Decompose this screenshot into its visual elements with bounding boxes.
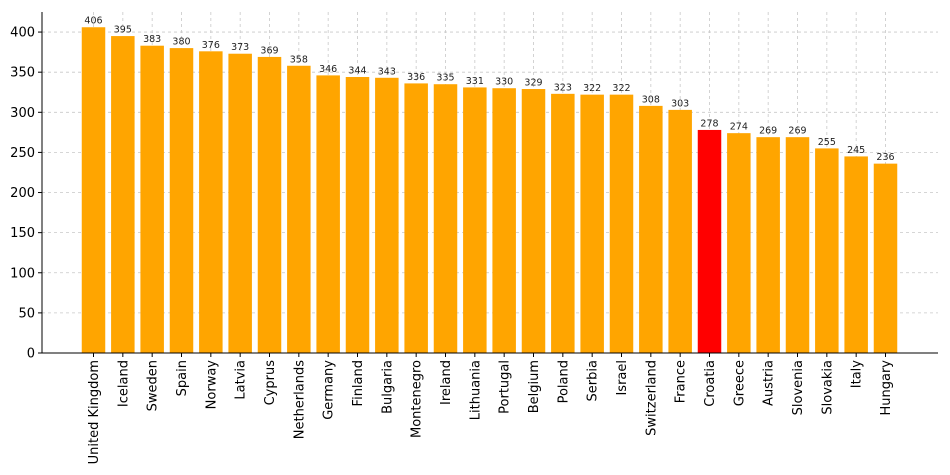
bars [81, 27, 898, 354]
data-label: 303 [671, 98, 689, 109]
x-tick-label: Greece [732, 360, 747, 406]
y-tick-label: 100 [10, 266, 35, 281]
data-label: 255 [818, 137, 836, 148]
x-tick-label: Hungary [879, 360, 894, 416]
data-label: 344 [348, 65, 366, 76]
bar-finland [345, 76, 370, 353]
data-label: 406 [84, 16, 102, 27]
data-label: 269 [788, 126, 806, 137]
x-tick-label: Switzerland [644, 360, 659, 436]
data-label: 336 [407, 72, 425, 83]
x-tick-label: Belgium [527, 360, 542, 413]
data-label: 322 [583, 83, 601, 94]
x-tick-label: Spain [175, 360, 190, 396]
bar-switzerland [639, 105, 663, 353]
data-label: 376 [202, 40, 220, 51]
data-label: 329 [524, 78, 542, 89]
x-tick-label: France [674, 360, 689, 403]
data-label: 358 [290, 54, 308, 65]
x-tick-label: Croatia [703, 360, 718, 407]
bar-bulgaria [375, 77, 399, 353]
bar-sweden [140, 45, 164, 353]
bar-united-kingdom [81, 27, 106, 354]
bar-poland [551, 93, 575, 353]
bar-france [668, 109, 692, 354]
y-tick-labels: 0 50 100 150 200 250 300 350 400 [10, 26, 42, 362]
x-tick-label: Finland [351, 360, 366, 406]
bar-cyprus [257, 56, 282, 354]
bar-slovenia [785, 137, 810, 353]
data-label: 380 [172, 37, 190, 48]
x-tick-labels: United Kingdom Iceland Sweden Spain Norway La… [87, 353, 894, 464]
x-tick-label: Bulgaria [380, 360, 395, 414]
bar-netherlands [287, 65, 311, 354]
bar-austria [756, 137, 780, 353]
bar-israel [609, 94, 634, 354]
bar-norway [199, 51, 223, 353]
data-label: 269 [759, 126, 777, 137]
y-tick-label: 300 [10, 106, 35, 121]
bar-greece [727, 133, 751, 353]
data-label: 331 [466, 76, 484, 87]
bar-italy [844, 156, 868, 353]
x-tick-label: Austria [762, 360, 777, 406]
x-tick-label: Lithuania [468, 360, 483, 420]
x-tick-label: Norway [204, 360, 219, 410]
bar-montenegro [404, 83, 428, 353]
y-tick-label: 200 [10, 186, 35, 201]
x-tick-label: Netherlands [292, 360, 307, 439]
axes [41, 12, 938, 354]
data-label: 245 [847, 145, 865, 156]
bar-lithuania [463, 87, 487, 353]
x-tick-label: Iceland [116, 360, 131, 407]
x-tick-label: Montenegro [410, 360, 425, 438]
x-tick-label: Portugal [498, 360, 513, 414]
data-label: 330 [495, 77, 513, 88]
data-label: 346 [319, 64, 337, 75]
data-label: 343 [378, 66, 396, 77]
data-label: 236 [876, 152, 894, 163]
bar-slovakia [815, 148, 839, 353]
data-label: 274 [730, 122, 748, 133]
data-label: 395 [114, 25, 132, 36]
data-label: 278 [700, 118, 718, 129]
bar-croatia [697, 129, 722, 353]
bar-hungary [873, 163, 898, 353]
data-label: 383 [143, 34, 161, 45]
bar-latvia [228, 53, 252, 353]
data-label: 373 [231, 42, 249, 53]
x-tick-label: Serbia [586, 360, 601, 401]
y-tick-label: 0 [27, 347, 35, 362]
y-tick-label: 150 [10, 226, 35, 241]
x-tick-label: Latvia [234, 360, 249, 400]
y-tick-label: 250 [10, 146, 35, 161]
x-tick-label: Germany [322, 360, 337, 420]
x-tick-label: United Kingdom [87, 360, 102, 464]
bar-portugal [492, 88, 516, 354]
x-tick-label: Sweden [146, 360, 161, 411]
x-tick-label: Italy [850, 360, 865, 389]
bar-belgium [521, 89, 546, 353]
data-label: 322 [612, 83, 630, 94]
y-tick-label: 400 [10, 26, 35, 41]
data-label: 308 [642, 94, 660, 105]
x-tick-label: Slovakia [820, 360, 835, 415]
x-tick-label: Israel [615, 360, 630, 396]
x-tick-label: Ireland [439, 360, 454, 405]
y-tick-label: 350 [10, 66, 35, 81]
data-label: 369 [260, 45, 278, 56]
data-labels: 406 395 383 380 376 373 369 358 346 344 343 336 335 3… [84, 16, 894, 163]
x-tick-label: Poland [556, 360, 571, 403]
bar-ireland [433, 84, 458, 353]
x-tick-label: Slovenia [791, 360, 806, 415]
bar-germany [316, 75, 340, 354]
x-tick-label: Cyprus [263, 360, 278, 406]
y-tick-label: 50 [18, 306, 35, 321]
bar-spain [169, 48, 194, 353]
bar-serbia [580, 94, 604, 354]
data-label: 335 [436, 73, 454, 84]
data-label: 323 [554, 82, 572, 93]
bar-iceland [111, 36, 135, 353]
